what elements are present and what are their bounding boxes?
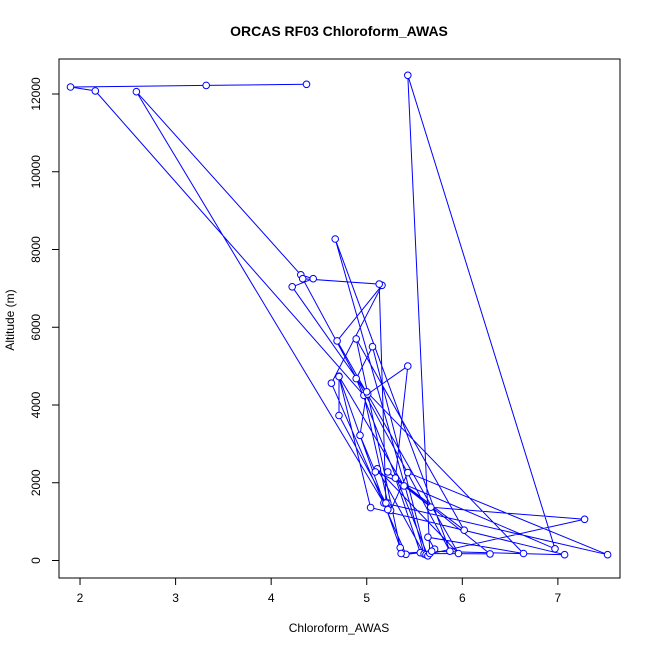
y-tick-label: 10000 bbox=[29, 155, 43, 189]
data-point bbox=[362, 388, 371, 396]
data-point bbox=[335, 411, 343, 420]
data-point bbox=[288, 283, 297, 291]
x-tick-label: 6 bbox=[459, 591, 466, 605]
data-point bbox=[397, 549, 405, 558]
chart-title: ORCAS RF03 Chloroform_AWAS bbox=[230, 23, 448, 39]
data-point bbox=[454, 549, 463, 558]
data-point bbox=[486, 550, 494, 558]
y-axis: 0 2000 4000 6000 8000 10000 12000 bbox=[29, 77, 60, 564]
data-point bbox=[335, 372, 343, 381]
data-point bbox=[427, 547, 436, 556]
data-point bbox=[356, 431, 364, 440]
x-tick-label: 7 bbox=[555, 591, 562, 605]
data-point bbox=[352, 374, 361, 383]
data-point bbox=[366, 503, 375, 512]
plot-frame bbox=[58, 58, 621, 579]
x-tick-label: 3 bbox=[172, 591, 179, 605]
series-line bbox=[70, 75, 608, 557]
data-point bbox=[424, 533, 432, 542]
data-point bbox=[333, 337, 341, 345]
x-axis-label: Chloroform_AWAS bbox=[289, 621, 389, 635]
data-point bbox=[327, 379, 336, 388]
data-point bbox=[391, 474, 400, 482]
data-point bbox=[404, 362, 412, 370]
data-point bbox=[580, 515, 589, 524]
data-point bbox=[368, 342, 377, 351]
y-tick-label: 0 bbox=[29, 557, 43, 564]
y-axis-label: Altitude (m) bbox=[3, 289, 17, 350]
x-tick-label: 2 bbox=[77, 591, 84, 605]
data-point bbox=[382, 499, 390, 507]
data-point bbox=[302, 80, 311, 89]
y-tick-label: 6000 bbox=[29, 314, 43, 341]
data-point bbox=[384, 505, 392, 514]
data-point bbox=[384, 468, 392, 476]
data-point bbox=[298, 274, 307, 283]
data-point bbox=[371, 468, 380, 476]
x-tick-label: 5 bbox=[363, 591, 370, 605]
x-axis: 2 3 4 5 6 7 bbox=[77, 577, 562, 605]
data-point bbox=[404, 468, 412, 477]
data-point bbox=[551, 545, 559, 553]
data-point bbox=[603, 550, 612, 559]
data-point bbox=[519, 549, 528, 558]
data-point bbox=[66, 83, 75, 91]
data-point bbox=[400, 482, 408, 490]
data-point bbox=[460, 526, 469, 535]
data-point bbox=[446, 547, 454, 556]
data-point bbox=[404, 71, 412, 80]
data-point bbox=[375, 280, 384, 288]
x-tick-label: 4 bbox=[268, 591, 275, 605]
data-point bbox=[132, 87, 141, 96]
data-point bbox=[91, 87, 100, 95]
y-tick-label: 12000 bbox=[29, 77, 43, 111]
data-point bbox=[560, 550, 569, 559]
data-point bbox=[309, 274, 318, 283]
data-point bbox=[352, 335, 361, 343]
data-points bbox=[66, 71, 612, 560]
data-point bbox=[427, 503, 435, 512]
data-point bbox=[331, 235, 340, 243]
y-tick-label: 8000 bbox=[29, 236, 43, 263]
y-tick-label: 4000 bbox=[29, 391, 43, 418]
y-tick-label: 2000 bbox=[29, 469, 43, 496]
data-point bbox=[202, 81, 210, 90]
